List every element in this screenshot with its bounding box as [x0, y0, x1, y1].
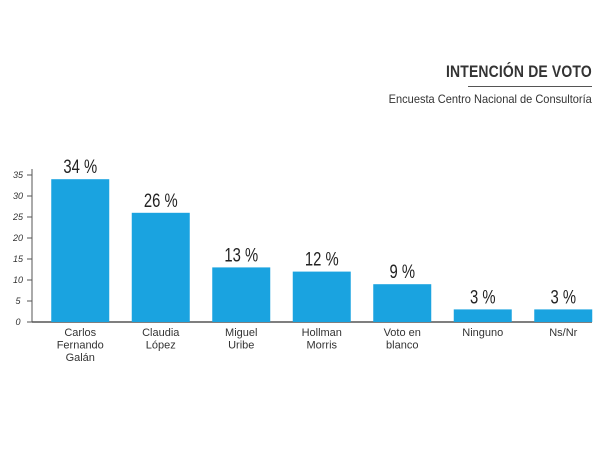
- bar-value-label: 12 %: [305, 249, 339, 270]
- x-category-label: Hollman: [302, 327, 342, 339]
- bar-4: [292, 271, 351, 322]
- x-category-label: blanco: [386, 340, 418, 352]
- y-tick-label: 35: [13, 170, 24, 180]
- y-tick-label: 30: [13, 191, 23, 201]
- x-category-label: Voto en: [384, 327, 421, 339]
- x-category-label: Fernando: [57, 340, 104, 352]
- x-category-label: Galán: [66, 352, 95, 364]
- bar-6: [453, 309, 512, 322]
- bar-value-label: 26 %: [144, 190, 178, 211]
- y-tick-label: 15: [13, 254, 24, 264]
- bar-value-label: 13 %: [224, 245, 258, 266]
- x-category-label: Ns/Nr: [549, 327, 577, 339]
- bar-7: [534, 309, 593, 322]
- x-category-label: Morris: [306, 340, 337, 352]
- y-tick-label: 25: [12, 212, 24, 222]
- x-category-label: López: [146, 340, 176, 352]
- x-category-label: Uribe: [228, 340, 254, 352]
- bar-value-label: 3 %: [470, 287, 496, 308]
- chart-title: INTENCIÓN DE VOTO: [446, 62, 592, 81]
- x-category-label: Miguel: [225, 327, 257, 339]
- bar-1: [51, 179, 110, 322]
- bar-5: [373, 284, 432, 322]
- x-category-label: Ninguno: [462, 327, 503, 339]
- chart-subtitle: Encuesta Centro Nacional de Consultoría: [388, 92, 592, 106]
- bar-3: [212, 267, 271, 322]
- y-tick-label: 5: [15, 296, 21, 306]
- y-tick-label: 20: [12, 233, 23, 243]
- x-category-label: Carlos: [64, 327, 96, 339]
- title-underline: [468, 86, 592, 87]
- bar-value-label: 9 %: [389, 261, 415, 282]
- y-tick-label: 10: [13, 275, 23, 285]
- bar-value-label: 34 %: [63, 156, 97, 177]
- bar-value-label: 3 %: [550, 287, 576, 308]
- bar-2: [131, 212, 190, 322]
- x-category-label: Claudia: [142, 327, 180, 339]
- y-tick-label: 0: [15, 317, 20, 327]
